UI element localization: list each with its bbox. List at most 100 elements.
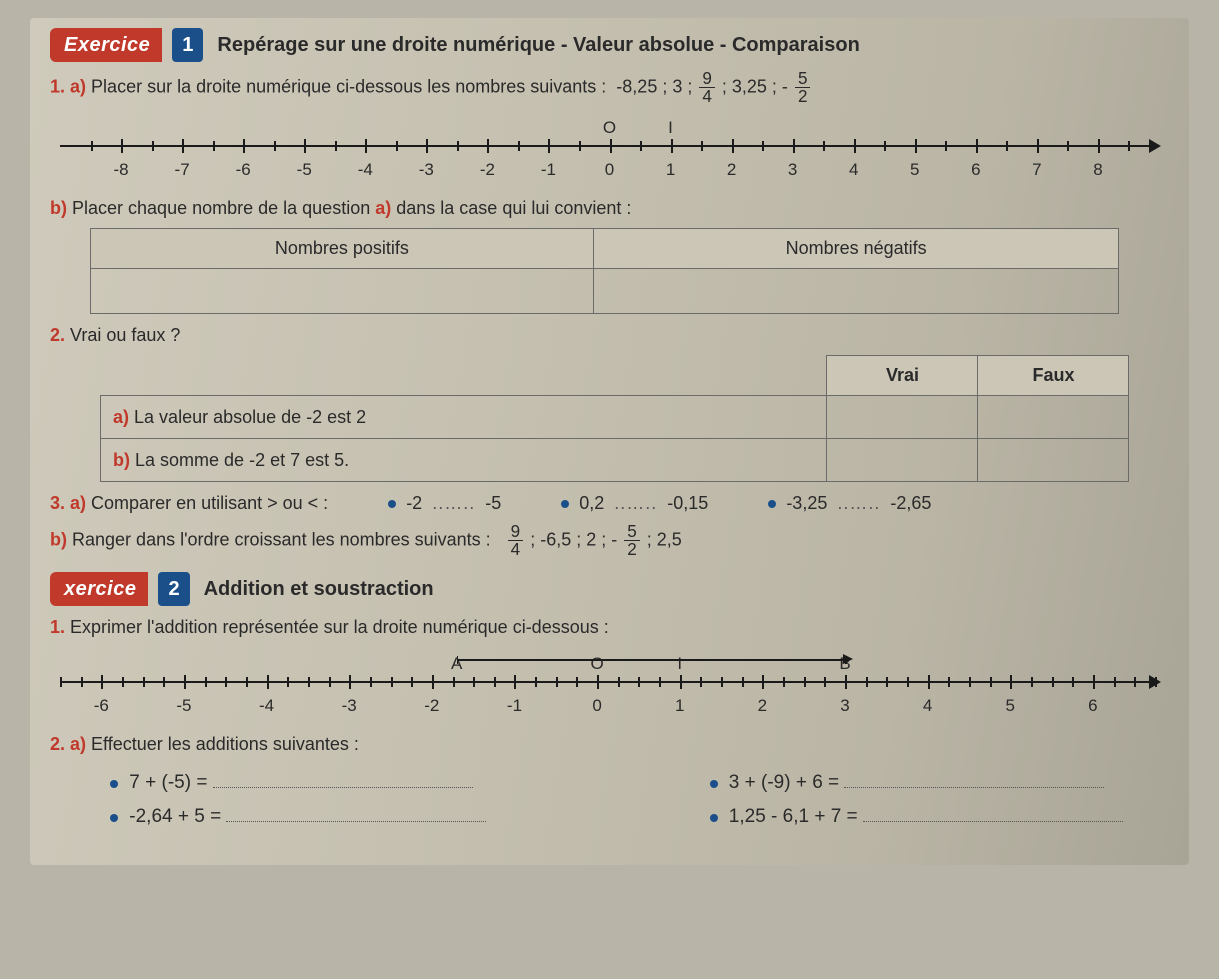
bullet-icon <box>768 500 776 508</box>
ex2-q2a-prefix: 2. a) <box>50 734 86 754</box>
q2: 2. Vrai ou faux ? <box>50 322 1169 349</box>
answer-blank[interactable] <box>213 768 473 788</box>
col-faux: Faux <box>978 356 1129 396</box>
vf-b-faux[interactable] <box>978 439 1129 482</box>
tick-label: -4 <box>358 157 373 183</box>
blank[interactable]: ..….. <box>426 490 481 517</box>
vf-b-text: La somme de -2 et 7 est 5. <box>135 450 349 470</box>
q1a: 1. a) Placer sur la droite numérique ci-… <box>50 70 1169 105</box>
bullet-icon <box>561 500 569 508</box>
tick-label: 2 <box>758 693 767 719</box>
ex2-q2a: 2. a) Effectuer les additions suivantes … <box>50 731 1169 758</box>
q3b: b) Ranger dans l'ordre croissant les nom… <box>50 523 1169 558</box>
blank[interactable]: ..….. <box>831 490 886 517</box>
vf-a-faux[interactable] <box>978 396 1129 439</box>
q1a-text: Placer sur la droite numérique ci-dessou… <box>91 76 606 96</box>
answer-blank[interactable] <box>844 768 1104 788</box>
tick-label: 7 <box>1032 157 1041 183</box>
compare-2: 0,2 ..….. -0,15 <box>561 490 708 517</box>
tick-label: 3 <box>840 693 849 719</box>
tick-label: -4 <box>259 693 274 719</box>
vf-row-b: b) La somme de -2 et 7 est 5. <box>101 439 1129 482</box>
segment-arrow <box>457 659 845 661</box>
answer-blank[interactable] <box>863 802 1123 822</box>
tick-label: -3 <box>419 157 434 183</box>
q3a: 3. a) Comparer en utilisant > ou < : -2 … <box>50 490 1169 517</box>
vf-a-label: a) <box>113 407 129 427</box>
fraction-5-2: 5 2 <box>624 523 640 558</box>
pos-neg-table: Nombres positifs Nombres négatifs <box>90 228 1119 314</box>
eq-2: -2,64 + 5 = <box>110 802 570 832</box>
exercise-title: Repérage sur une droite numérique - Vale… <box>217 30 859 60</box>
tick-label: 5 <box>1006 693 1015 719</box>
ex2-q1-prefix: 1. <box>50 617 65 637</box>
bullet-icon <box>710 780 718 788</box>
col-positifs: Nombres positifs <box>91 229 594 269</box>
q1b-prefix: b) <box>50 198 67 218</box>
tick-label: 5 <box>910 157 919 183</box>
vf-b-vrai[interactable] <box>827 439 978 482</box>
vf-row-a: a) La valeur absolue de -2 est 2 <box>101 396 1129 439</box>
tick-label: 1 <box>666 157 675 183</box>
exercise-2-header: xercice 2 Addition et soustraction <box>50 572 1169 606</box>
tick-label: -6 <box>236 157 251 183</box>
vrai-faux-table: Vrai Faux a) La valeur absolue de -2 est… <box>100 355 1129 482</box>
col-vrai: Vrai <box>827 356 978 396</box>
tick-label: 8 <box>1093 157 1102 183</box>
compare-1: -2 ..….. -5 <box>388 490 501 517</box>
exercise-1-header: Exercice 1 Repérage sur une droite numér… <box>50 28 1169 62</box>
q3b-prefix: b) <box>50 530 67 550</box>
axis-top-label: O <box>590 651 603 677</box>
bullet-icon <box>110 814 118 822</box>
tick-label: 4 <box>923 693 932 719</box>
fraction-9-4: 9 4 <box>699 70 715 105</box>
axis-top-label: I <box>677 651 682 677</box>
tick-label: 1 <box>675 693 684 719</box>
axis-top-label: O <box>603 115 616 141</box>
bullet-icon <box>388 500 396 508</box>
compare-3: -3,25 ..….. -2,65 <box>768 490 931 517</box>
q1b-text-before: Placer chaque nombre de la question <box>72 198 375 218</box>
ex2-q2a-text: Effectuer les additions suivantes : <box>91 734 359 754</box>
q3a-text: Comparer en utilisant > ou < : <box>91 493 328 513</box>
tick-label: 0 <box>605 157 614 183</box>
axis-top-label: I <box>668 115 673 141</box>
tick-label: 4 <box>849 157 858 183</box>
eq-1: 7 + (-5) = <box>110 768 570 798</box>
fraction-5-2: 5 2 <box>795 70 811 105</box>
neg-cell[interactable] <box>593 269 1119 314</box>
tick-label: -6 <box>94 693 109 719</box>
exercise-label: xercice <box>50 572 148 606</box>
tick-label: -1 <box>507 693 522 719</box>
q1a-values: -8,25 ; 3 ; <box>616 76 692 96</box>
exercise-title: Addition et soustraction <box>204 574 434 604</box>
q3b-text: Ranger dans l'ordre croissant les nombre… <box>72 530 491 550</box>
tick-label: 6 <box>971 157 980 183</box>
col-negatifs: Nombres négatifs <box>593 229 1119 269</box>
q1b: b) Placer chaque nombre de la question a… <box>50 195 1169 222</box>
tick-label: 6 <box>1088 693 1097 719</box>
tick-label: -2 <box>480 157 495 183</box>
tick-label: 0 <box>592 693 601 719</box>
tick-label: 3 <box>788 157 797 183</box>
vf-a-vrai[interactable] <box>827 396 978 439</box>
q1b-text-after: dans la case qui lui convient : <box>396 198 631 218</box>
bullet-icon <box>110 780 118 788</box>
tick-label: -3 <box>342 693 357 719</box>
exercise-label: Exercice <box>50 28 162 62</box>
fraction-9-4: 9 4 <box>508 523 524 558</box>
q1a-mid: ; 3,25 ; - <box>722 76 788 96</box>
numberline-1: -8-7-6-5-4-3-2-1012345678OI <box>50 111 1169 181</box>
exercise-number: 1 <box>172 28 203 62</box>
tick-label: -5 <box>297 157 312 183</box>
tick-label: -2 <box>424 693 439 719</box>
q3a-prefix: 3. a) <box>50 493 86 513</box>
equations: 7 + (-5) = -2,64 + 5 = 3 + (-9) + 6 = 1,… <box>50 764 1169 835</box>
pos-cell[interactable] <box>91 269 594 314</box>
q2-prefix: 2. <box>50 325 65 345</box>
vf-a-text: La valeur absolue de -2 est 2 <box>134 407 366 427</box>
tick-label: -5 <box>176 693 191 719</box>
blank[interactable]: ..….. <box>608 490 663 517</box>
eq-3: 3 + (-9) + 6 = <box>710 768 1170 798</box>
answer-blank[interactable] <box>226 802 486 822</box>
